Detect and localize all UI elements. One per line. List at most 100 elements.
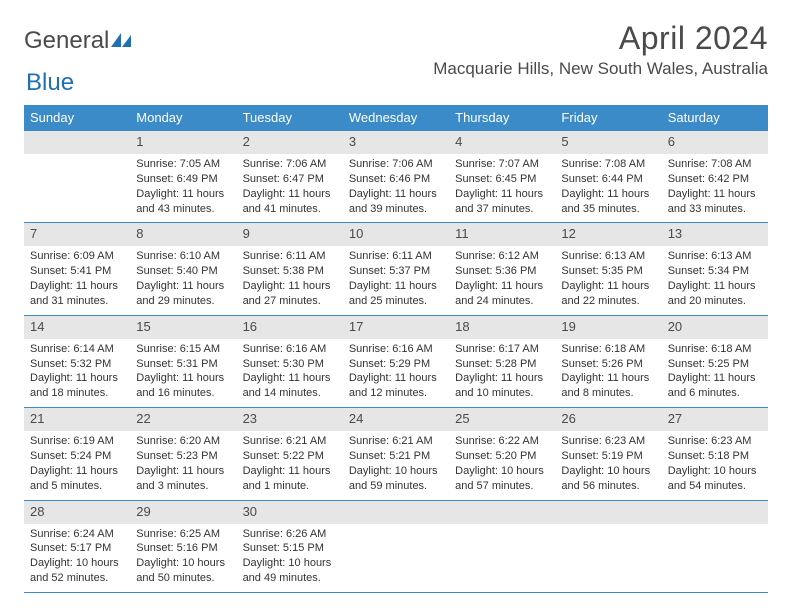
month-title: April 2024 <box>433 20 768 57</box>
day-cell: 16Sunrise: 6:16 AMSunset: 5:30 PMDayligh… <box>237 316 343 407</box>
day-number: 19 <box>561 319 575 334</box>
sunset-text: Sunset: 5:18 PM <box>668 449 762 464</box>
day-number: 30 <box>243 504 257 519</box>
sunset-text: Sunset: 6:46 PM <box>349 172 443 187</box>
daynum-row: 10 <box>343 223 449 246</box>
sunrise-text: Sunrise: 6:15 AM <box>136 342 230 357</box>
daylight-text: Daylight: 11 hours and 18 minutes. <box>30 371 124 401</box>
day-details: Sunrise: 6:23 AMSunset: 5:18 PMDaylight:… <box>668 434 762 493</box>
day-number: 1 <box>136 134 143 149</box>
sunset-text: Sunset: 5:41 PM <box>30 264 124 279</box>
day-cell <box>662 501 768 592</box>
sunrise-text: Sunrise: 6:23 AM <box>561 434 655 449</box>
daylight-text: Daylight: 11 hours and 39 minutes. <box>349 187 443 217</box>
daynum-row: 30 <box>237 501 343 524</box>
day-details: Sunrise: 6:18 AMSunset: 5:26 PMDaylight:… <box>561 342 655 401</box>
day-cell: 24Sunrise: 6:21 AMSunset: 5:21 PMDayligh… <box>343 408 449 499</box>
day-cell: 21Sunrise: 6:19 AMSunset: 5:24 PMDayligh… <box>24 408 130 499</box>
day-cell: 11Sunrise: 6:12 AMSunset: 5:36 PMDayligh… <box>449 223 555 314</box>
day-number <box>30 134 34 149</box>
day-cell: 23Sunrise: 6:21 AMSunset: 5:22 PMDayligh… <box>237 408 343 499</box>
day-number <box>668 504 672 519</box>
week-row: 21Sunrise: 6:19 AMSunset: 5:24 PMDayligh… <box>24 408 768 500</box>
day-number: 9 <box>243 226 250 241</box>
day-number <box>561 504 565 519</box>
daylight-text: Daylight: 11 hours and 20 minutes. <box>668 279 762 309</box>
daynum-row: 17 <box>343 316 449 339</box>
day-number: 2 <box>243 134 250 149</box>
day-details: Sunrise: 7:07 AMSunset: 6:45 PMDaylight:… <box>455 157 549 216</box>
sunrise-text: Sunrise: 7:08 AM <box>668 157 762 172</box>
sunrise-text: Sunrise: 6:19 AM <box>30 434 124 449</box>
day-details: Sunrise: 6:14 AMSunset: 5:32 PMDaylight:… <box>30 342 124 401</box>
brand-mark-icon <box>111 28 133 56</box>
daynum-row <box>343 501 449 524</box>
day-number: 8 <box>136 226 143 241</box>
daylight-text: Daylight: 10 hours and 50 minutes. <box>136 556 230 586</box>
day-cell: 29Sunrise: 6:25 AMSunset: 5:16 PMDayligh… <box>130 501 236 592</box>
day-number: 3 <box>349 134 356 149</box>
sunrise-text: Sunrise: 6:20 AM <box>136 434 230 449</box>
day-header-sat: Saturday <box>662 105 768 131</box>
daynum-row: 27 <box>662 408 768 431</box>
sunrise-text: Sunrise: 6:14 AM <box>30 342 124 357</box>
daylight-text: Daylight: 11 hours and 1 minute. <box>243 464 337 494</box>
sunrise-text: Sunrise: 6:10 AM <box>136 249 230 264</box>
title-block: April 2024 Macquarie Hills, New South Wa… <box>433 20 768 79</box>
day-cell: 22Sunrise: 6:20 AMSunset: 5:23 PMDayligh… <box>130 408 236 499</box>
day-number: 16 <box>243 319 257 334</box>
day-cell: 28Sunrise: 6:24 AMSunset: 5:17 PMDayligh… <box>24 501 130 592</box>
day-number <box>455 504 459 519</box>
day-number <box>349 504 353 519</box>
sunset-text: Sunset: 6:47 PM <box>243 172 337 187</box>
daynum-row <box>449 501 555 524</box>
sunset-text: Sunset: 5:35 PM <box>561 264 655 279</box>
daynum-row: 15 <box>130 316 236 339</box>
daynum-row: 2 <box>237 131 343 154</box>
day-number: 23 <box>243 411 257 426</box>
sunset-text: Sunset: 5:16 PM <box>136 541 230 556</box>
sunset-text: Sunset: 5:38 PM <box>243 264 337 279</box>
day-cell: 8Sunrise: 6:10 AMSunset: 5:40 PMDaylight… <box>130 223 236 314</box>
daynum-row: 11 <box>449 223 555 246</box>
day-cell: 27 Sunrise: 6:23 AMSunset: 5:18 PMDayligh… <box>662 408 768 499</box>
sunrise-text: Sunrise: 6:26 AM <box>243 527 337 542</box>
daylight-text: Daylight: 11 hours and 16 minutes. <box>136 371 230 401</box>
day-number: 12 <box>561 226 575 241</box>
day-cell: 7Sunrise: 6:09 AMSunset: 5:41 PMDaylight… <box>24 223 130 314</box>
daynum-row: 21 <box>24 408 130 431</box>
sunset-text: Sunset: 5:20 PM <box>455 449 549 464</box>
sunrise-text: Sunrise: 6:09 AM <box>30 249 124 264</box>
day-cell: 4Sunrise: 7:07 AMSunset: 6:45 PMDaylight… <box>449 131 555 222</box>
sunrise-text: Sunrise: 6:13 AM <box>668 249 762 264</box>
day-cell: 14Sunrise: 6:14 AMSunset: 5:32 PMDayligh… <box>24 316 130 407</box>
sunset-text: Sunset: 5:26 PM <box>561 357 655 372</box>
day-cell: 10Sunrise: 6:11 AMSunset: 5:37 PMDayligh… <box>343 223 449 314</box>
daylight-text: Daylight: 10 hours and 54 minutes. <box>668 464 762 494</box>
day-number: 13 <box>668 226 682 241</box>
sunset-text: Sunset: 6:49 PM <box>136 172 230 187</box>
daynum-row: 1 <box>130 131 236 154</box>
day-cell: 26Sunrise: 6:23 AMSunset: 5:19 PMDayligh… <box>555 408 661 499</box>
day-header-thu: Thursday <box>449 105 555 131</box>
day-number: 22 <box>136 411 150 426</box>
brand-text-1: General <box>24 27 109 55</box>
daylight-text: Daylight: 11 hours and 31 minutes. <box>30 279 124 309</box>
day-details: Sunrise: 7:08 AMSunset: 6:42 PMDaylight:… <box>668 157 762 216</box>
sunset-text: Sunset: 5:21 PM <box>349 449 443 464</box>
daynum-row <box>555 501 661 524</box>
daylight-text: Daylight: 11 hours and 12 minutes. <box>349 371 443 401</box>
sunrise-text: Sunrise: 6:12 AM <box>455 249 549 264</box>
sunrise-text: Sunrise: 7:07 AM <box>455 157 549 172</box>
daynum-row: 29 <box>130 501 236 524</box>
daynum-row: 18 <box>449 316 555 339</box>
sunset-text: Sunset: 5:22 PM <box>243 449 337 464</box>
day-cell: 18Sunrise: 6:17 AMSunset: 5:28 PMDayligh… <box>449 316 555 407</box>
sunrise-text: Sunrise: 6:18 AM <box>668 342 762 357</box>
day-number: 25 <box>455 411 469 426</box>
daylight-text: Daylight: 11 hours and 41 minutes. <box>243 187 337 217</box>
day-details: Sunrise: 6:15 AMSunset: 5:31 PMDaylight:… <box>136 342 230 401</box>
sunset-text: Sunset: 6:44 PM <box>561 172 655 187</box>
daylight-text: Daylight: 10 hours and 57 minutes. <box>455 464 549 494</box>
sunrise-text: Sunrise: 6:22 AM <box>455 434 549 449</box>
